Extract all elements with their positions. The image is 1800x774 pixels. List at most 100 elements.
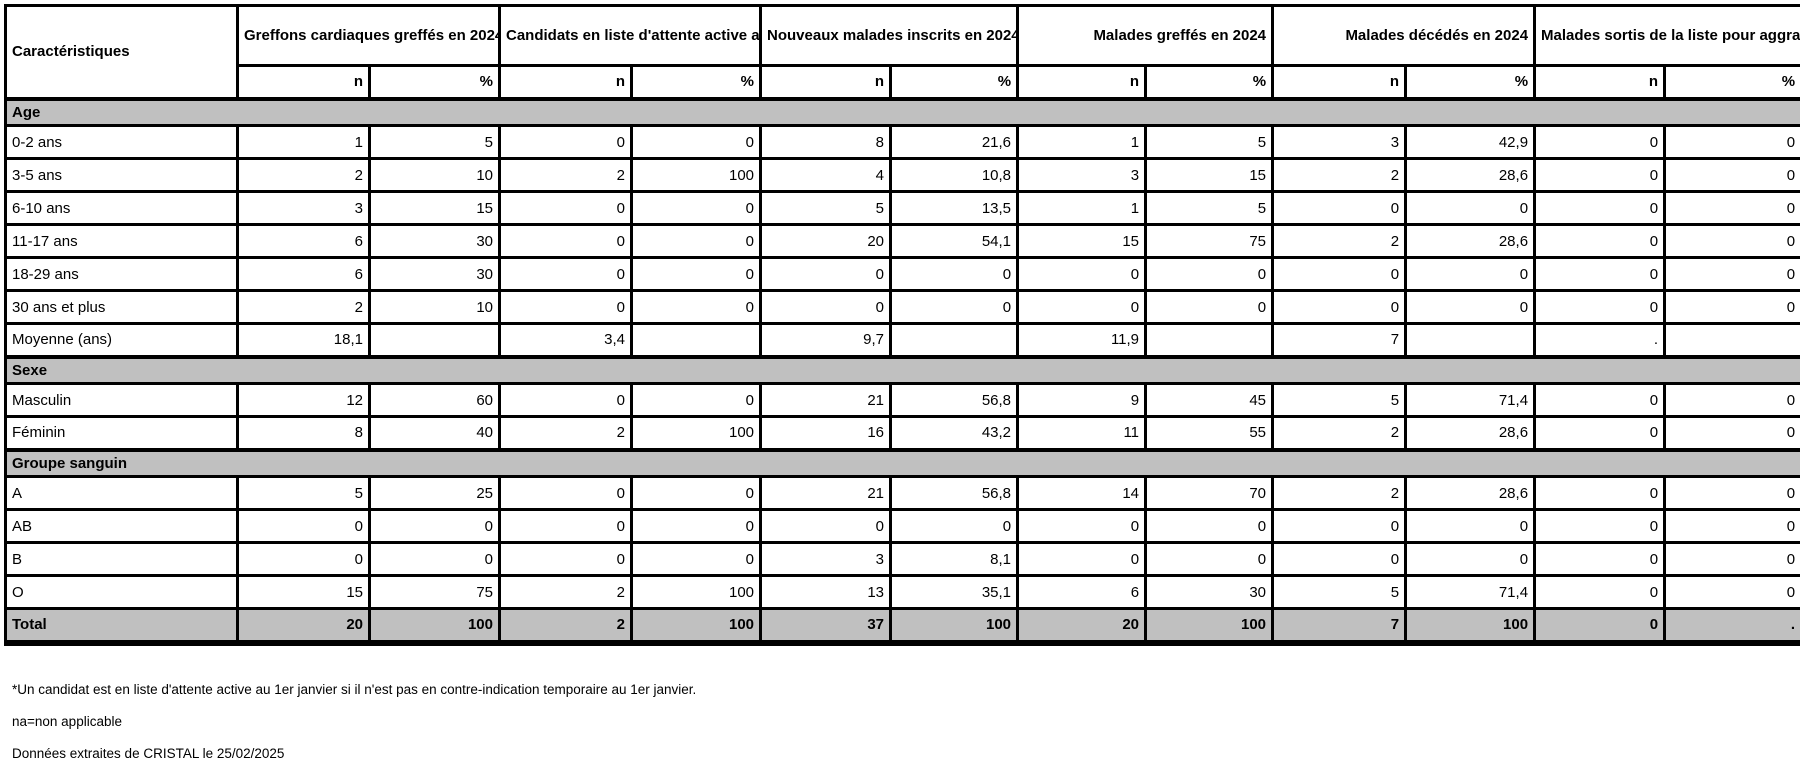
- cell: 0: [1663, 541, 1800, 577]
- cell: 5: [759, 190, 893, 226]
- cell: 7: [1271, 607, 1408, 646]
- cell: 0: [1663, 256, 1800, 292]
- subheader-n: n: [1533, 64, 1667, 100]
- subheader-n: n: [236, 64, 371, 100]
- cell: 0: [889, 289, 1020, 325]
- cell: 75: [1144, 223, 1275, 259]
- cell: 20: [236, 607, 371, 646]
- cell: 21,6: [889, 124, 1020, 160]
- cell: 0: [1663, 475, 1800, 511]
- cell: [629, 322, 763, 358]
- cell: 0: [1404, 508, 1537, 544]
- col-group-malades-decedes: Malades décédés en 2024: [1271, 4, 1537, 67]
- cell: 0: [498, 382, 633, 418]
- row-label: 11-17 ans: [4, 223, 239, 259]
- cell: 0: [1144, 508, 1275, 544]
- cell: 42,9: [1404, 124, 1537, 160]
- cell: 0: [1533, 382, 1667, 418]
- cell: 5: [236, 475, 371, 511]
- cell: 0: [759, 256, 893, 292]
- cell: 0: [1404, 541, 1537, 577]
- cell: 0: [498, 475, 633, 511]
- cell: 43,2: [889, 415, 1020, 451]
- cell: 0: [759, 508, 893, 544]
- subheader-n: n: [1016, 64, 1148, 100]
- row-label: B: [4, 541, 239, 577]
- subheader-pct: %: [1144, 64, 1275, 100]
- cell: 0: [368, 508, 501, 544]
- cell: 28,6: [1404, 475, 1537, 511]
- cell: 0: [1404, 289, 1537, 325]
- cell: 100: [629, 415, 763, 451]
- cell: 6: [236, 223, 371, 259]
- cell: 11: [1016, 415, 1148, 451]
- table-row: Moyenne (ans) 18,1 3,4 9,7 11,9 7.: [4, 322, 1800, 358]
- cell: 0: [1533, 607, 1667, 646]
- table-row: A 5 25 0 0 21 56,8 14 70 2 28,6 0 0: [4, 475, 1800, 511]
- cell: 0: [1533, 541, 1667, 577]
- footnote-data-source: Données extraites de CRISTAL le 25/02/20…: [12, 745, 285, 761]
- row-label: Moyenne (ans): [4, 322, 239, 358]
- cell: 0: [1533, 124, 1667, 160]
- cell: 0: [1404, 256, 1537, 292]
- cell: 0: [889, 508, 1020, 544]
- cell: 0: [368, 541, 501, 577]
- cell: 0: [1404, 190, 1537, 226]
- cell: 0: [1144, 289, 1275, 325]
- cell: 0: [1271, 289, 1408, 325]
- section-band: Age: [3, 96, 1800, 127]
- table-row: AB 0 0 0 0 0 0 0 0 0 0 0 0: [4, 508, 1800, 544]
- section-band: Groupe sanguin: [3, 447, 1800, 478]
- cell: 12: [236, 382, 371, 418]
- cell: 0: [498, 256, 633, 292]
- cell: 70: [1144, 475, 1275, 511]
- cell: 1: [236, 124, 371, 160]
- footnotes: *Un candidat est en liste d'attente acti…: [12, 682, 1797, 761]
- cell: 0: [759, 289, 893, 325]
- cell: 0: [1663, 382, 1800, 418]
- table-row: O 15 75 2 100 13 35,1 6 30 5 71,4 0 0: [4, 574, 1800, 610]
- row-label: Masculin: [4, 382, 239, 418]
- cell: 3: [236, 190, 371, 226]
- cell: 71,4: [1404, 574, 1537, 610]
- cell: 40: [368, 415, 501, 451]
- group-header-row: Caractéristiques Greffons cardiaques gre…: [4, 4, 1800, 100]
- section-band: Sexe: [3, 354, 1800, 385]
- cell: 21: [759, 475, 893, 511]
- cell: 0: [1271, 541, 1408, 577]
- statistics-table: Caractéristiques Greffons cardiaques gre…: [3, 4, 1800, 646]
- row-label: AB: [4, 508, 239, 544]
- subheader-pct: %: [1404, 64, 1537, 100]
- row-label: 18-29 ans: [4, 256, 239, 292]
- cell: 0: [498, 124, 633, 160]
- cell: 60: [368, 382, 501, 418]
- cell: 0: [1016, 508, 1148, 544]
- subheader-n: n: [498, 64, 633, 100]
- table-row: Masculin 12 60 0 0 21 56,8 9 45 5 71,4 0 0: [4, 382, 1800, 418]
- cell: 3: [1271, 124, 1408, 160]
- cell: 0: [1663, 190, 1800, 226]
- cell: [1144, 322, 1275, 358]
- cell: 0: [498, 541, 633, 577]
- section-title: Sexe: [3, 354, 1800, 385]
- cell: 5: [1271, 574, 1408, 610]
- cell: 100: [1404, 607, 1537, 646]
- cell: 0: [629, 508, 763, 544]
- cell: 0: [1533, 223, 1667, 259]
- subheader-pct: %: [368, 64, 501, 100]
- cell: 28,6: [1404, 415, 1537, 451]
- cell: 0: [1016, 256, 1148, 292]
- table-row: 18-29 ans 6 30 0 0 0 0 0 0 0 0 0 0: [4, 256, 1800, 292]
- cell: 4: [759, 157, 893, 193]
- cell: 6: [1016, 574, 1148, 610]
- cell: 0: [1663, 415, 1800, 451]
- cell: 21: [759, 382, 893, 418]
- cell: 0: [1663, 223, 1800, 259]
- col-group-greffons-greffes: Greffons cardiaques greffés en 2024: [236, 4, 501, 67]
- cell: 15: [368, 190, 501, 226]
- cell: 0: [1271, 508, 1408, 544]
- cell: 9: [1016, 382, 1148, 418]
- cell: 0: [1144, 541, 1275, 577]
- col-group-malades-sortis: Malades sortis de la liste pour aggravat…: [1533, 4, 1800, 67]
